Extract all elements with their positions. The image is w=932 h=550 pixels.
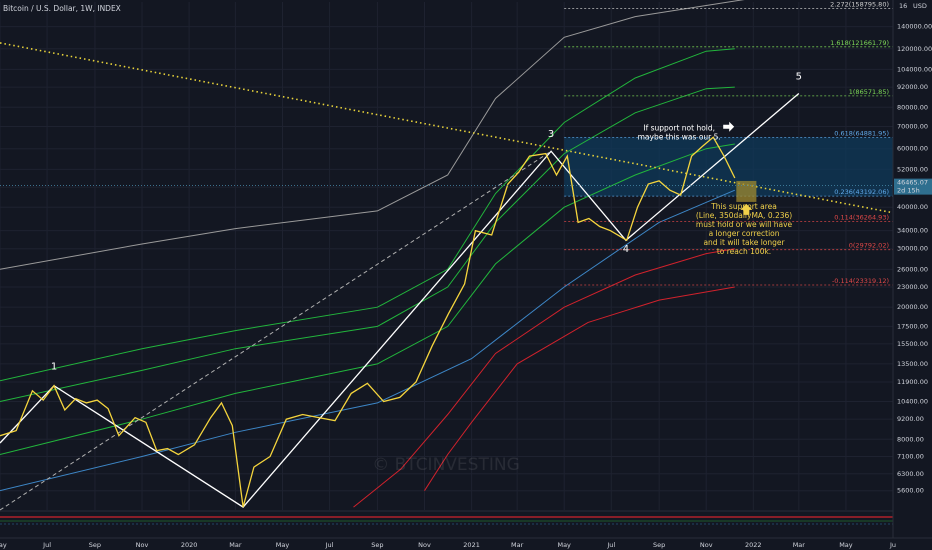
annotation-line: (Line, 350dailyMA, 0.236) [696, 211, 792, 220]
band-line [0, 48, 735, 382]
y-tick-label: 9200.00 [897, 415, 924, 423]
watermark: © BTCINVESTING [372, 455, 520, 475]
price-line [0, 136, 736, 508]
y-tick-label: 52000.00 [897, 165, 928, 173]
y-tick-label: 70000.00 [897, 123, 928, 131]
y-tick-label: 23000.00 [897, 283, 928, 291]
band-line [353, 248, 735, 508]
y-tick-label: 10400.00 [897, 397, 928, 405]
trend-line[interactable] [0, 42, 894, 214]
y-axis-background [893, 0, 932, 550]
fib-level-label: 1(86571.85) [849, 88, 889, 96]
fib-level-label: 0.114(36264.93) [834, 213, 889, 221]
band-line [0, 0, 745, 270]
y-tick-label: 16 [899, 2, 907, 10]
y-tick-label: 60000.00 [897, 145, 928, 153]
wave-label: 1 [51, 361, 57, 372]
annotation-line: must hold or we will have [696, 220, 793, 229]
y-tick-label: 120000.00 [897, 45, 932, 53]
annotation-text: If support not hold, maybe this was our 5… [638, 124, 721, 142]
y-tick-label: 30000.00 [897, 245, 928, 253]
x-tick-label: Sep [371, 541, 383, 549]
annotation-line: a longer correction [709, 229, 780, 238]
x-tick-label: May [839, 541, 853, 549]
x-tick-label: Mar [511, 541, 524, 549]
drawings[interactable] [0, 42, 894, 511]
fib-level-label: 1.618(121661.79) [830, 39, 889, 47]
support-box[interactable] [736, 180, 757, 202]
x-tick-label: 2022 [745, 541, 762, 549]
x-tick-label: Jul [606, 541, 615, 549]
annotation-line: to reach 100k. [717, 247, 771, 256]
x-tick-label: Nov [136, 541, 149, 549]
band-line [424, 286, 735, 491]
fib-levels: 2.272(158795.80) 1.618(121661.79) 1(86571.… [564, 0, 893, 286]
y-tick-label: 26000.00 [897, 265, 928, 273]
fib-level-label: 0.618(64881.95) [834, 129, 889, 137]
y-tick-label: 104000.00 [897, 65, 932, 73]
x-tick-label: Sep [89, 541, 101, 549]
y-tick-label: 80000.00 [897, 103, 928, 111]
y-unit-label: USD [913, 2, 927, 10]
price-line-group [0, 136, 736, 508]
x-tick-label: Nov [700, 541, 713, 549]
x-tick-label: Sep [653, 541, 665, 549]
x-tick-label: Mar [793, 541, 806, 549]
wave-label: 3 [548, 129, 554, 140]
y-tick-label: 34000.00 [897, 227, 928, 235]
x-tick-label: 2021 [463, 541, 480, 549]
band-lines [0, 0, 745, 508]
annotation-line: If support not hold, [643, 124, 715, 133]
y-tick-label: 20000.00 [897, 303, 928, 311]
y-tick-label: 8000.00 [897, 435, 924, 443]
x-tick-label: May [557, 541, 571, 549]
x-tick-label: May [276, 541, 290, 549]
oscillator-pane [0, 510, 893, 538]
annotation-line: maybe this was our 5. [638, 133, 721, 142]
y-tick-label: 5600.00 [897, 487, 924, 495]
wave-label: 4 [623, 244, 629, 255]
dashed-line[interactable] [0, 150, 552, 511]
right-arrow-icon [723, 121, 735, 132]
x-tick-label: Ju [889, 541, 896, 549]
band-line [0, 143, 735, 455]
chart-header-title: Bitcoin / U.S. Dollar, 1W, INDEX [3, 4, 121, 13]
annotation-text: This support area (Line, 350dailyMA, 0.23… [696, 202, 793, 256]
price-tag [894, 178, 932, 195]
y-tick-label: 15500.00 [897, 340, 928, 348]
up-arrow-icon [740, 203, 753, 215]
y-tick-label: 13500.00 [897, 360, 928, 368]
x-tick-label: May [0, 541, 7, 549]
y-tick-label: 92000.00 [897, 83, 928, 91]
x-tick-label: Nov [418, 541, 431, 549]
fib-level-label: -0.114(23319.12) [832, 277, 889, 285]
x-tick-label: 2020 [181, 541, 198, 549]
y-tick-label: 40000.00 [897, 203, 928, 211]
y-tick-label: 6300.00 [897, 470, 924, 478]
y-tick-label: 7100.00 [897, 453, 924, 461]
grid-lines [0, 2, 894, 510]
wave-label: 5 [796, 71, 802, 82]
elliott-wave-path[interactable] [0, 93, 800, 508]
x-tick-label: Jul [325, 541, 334, 549]
annotation-line: This support area [710, 202, 777, 211]
price-tag-countdown: 2d 15h [897, 187, 920, 195]
x-tick-label: Jul [42, 541, 51, 549]
annotation-line: and it will take longer [703, 238, 785, 247]
price-tag-value: 46465.07 [897, 179, 928, 187]
x-axis[interactable]: May Jul Sep Nov 2020 Mar May Jul Sep Nov 2021 Mar Ma… [0, 537, 932, 549]
x-tick-label: Mar [229, 541, 242, 549]
fib-level-label: 0(29792.02) [849, 242, 889, 250]
y-tick-label: 17500.00 [897, 322, 928, 330]
fib-level-label: 2.272(158795.80) [830, 0, 889, 8]
band-line [0, 86, 735, 402]
y-tick-label: 11900.00 [897, 378, 928, 386]
fib-level-label: 0.236(43192.06) [834, 188, 889, 196]
chart-labels: 1 3 4 5 If support not hold, maybe this was o… [51, 71, 802, 372]
y-tick-label: 140000.00 [897, 23, 932, 31]
